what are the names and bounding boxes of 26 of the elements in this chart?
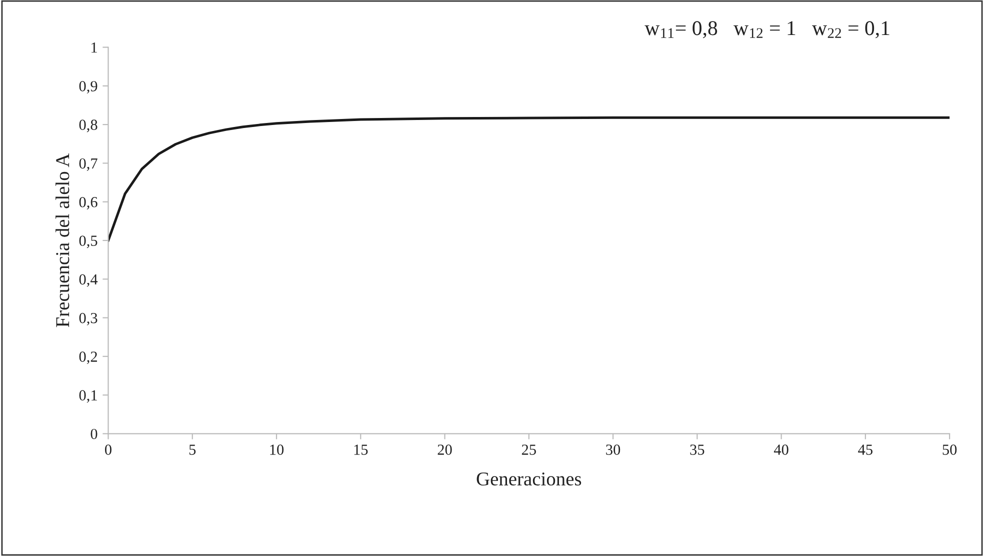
x-tick-label: 35 xyxy=(690,444,704,455)
y-tick-label: 0,7 xyxy=(79,158,98,171)
y-tick-label: 0,9 xyxy=(79,81,98,94)
y-tick-label: 0,5 xyxy=(79,236,98,248)
y-tick-label: 0,1 xyxy=(79,390,97,403)
x-tick-label: 50 xyxy=(942,444,957,455)
y-tick-label: 0,4 xyxy=(79,274,98,287)
text: w$_{11}$= 0,8 w$_{12}$ = 1 w$_{22}$ = 0,1 xyxy=(644,21,890,38)
x-tick-label: 5 xyxy=(189,444,196,455)
y-tick-label: 0,8 xyxy=(79,120,98,132)
x-tick-label: 30 xyxy=(606,444,620,455)
x-tick-label: 20 xyxy=(438,444,452,455)
y-tick-label: 0,3 xyxy=(79,312,98,326)
y-tick-label: 1 xyxy=(92,42,97,53)
y-axis-title: Frecuencia del alelo A xyxy=(56,153,70,328)
x-tick-label: 15 xyxy=(354,444,368,455)
x-tick-label: 10 xyxy=(270,444,284,455)
x-tick-label: 25 xyxy=(522,444,536,455)
y-tick-label: 0 xyxy=(90,428,98,440)
line-series xyxy=(108,116,950,242)
x-axis-title: Generaciones xyxy=(476,472,582,486)
y-tick-label: 0,6 xyxy=(79,196,98,210)
x-tick-label: 0 xyxy=(105,444,112,455)
y-tick-label: 0,2 xyxy=(79,352,97,364)
x-tick-label: 40 xyxy=(774,444,788,455)
x-tick-label: 45 xyxy=(858,444,872,455)
